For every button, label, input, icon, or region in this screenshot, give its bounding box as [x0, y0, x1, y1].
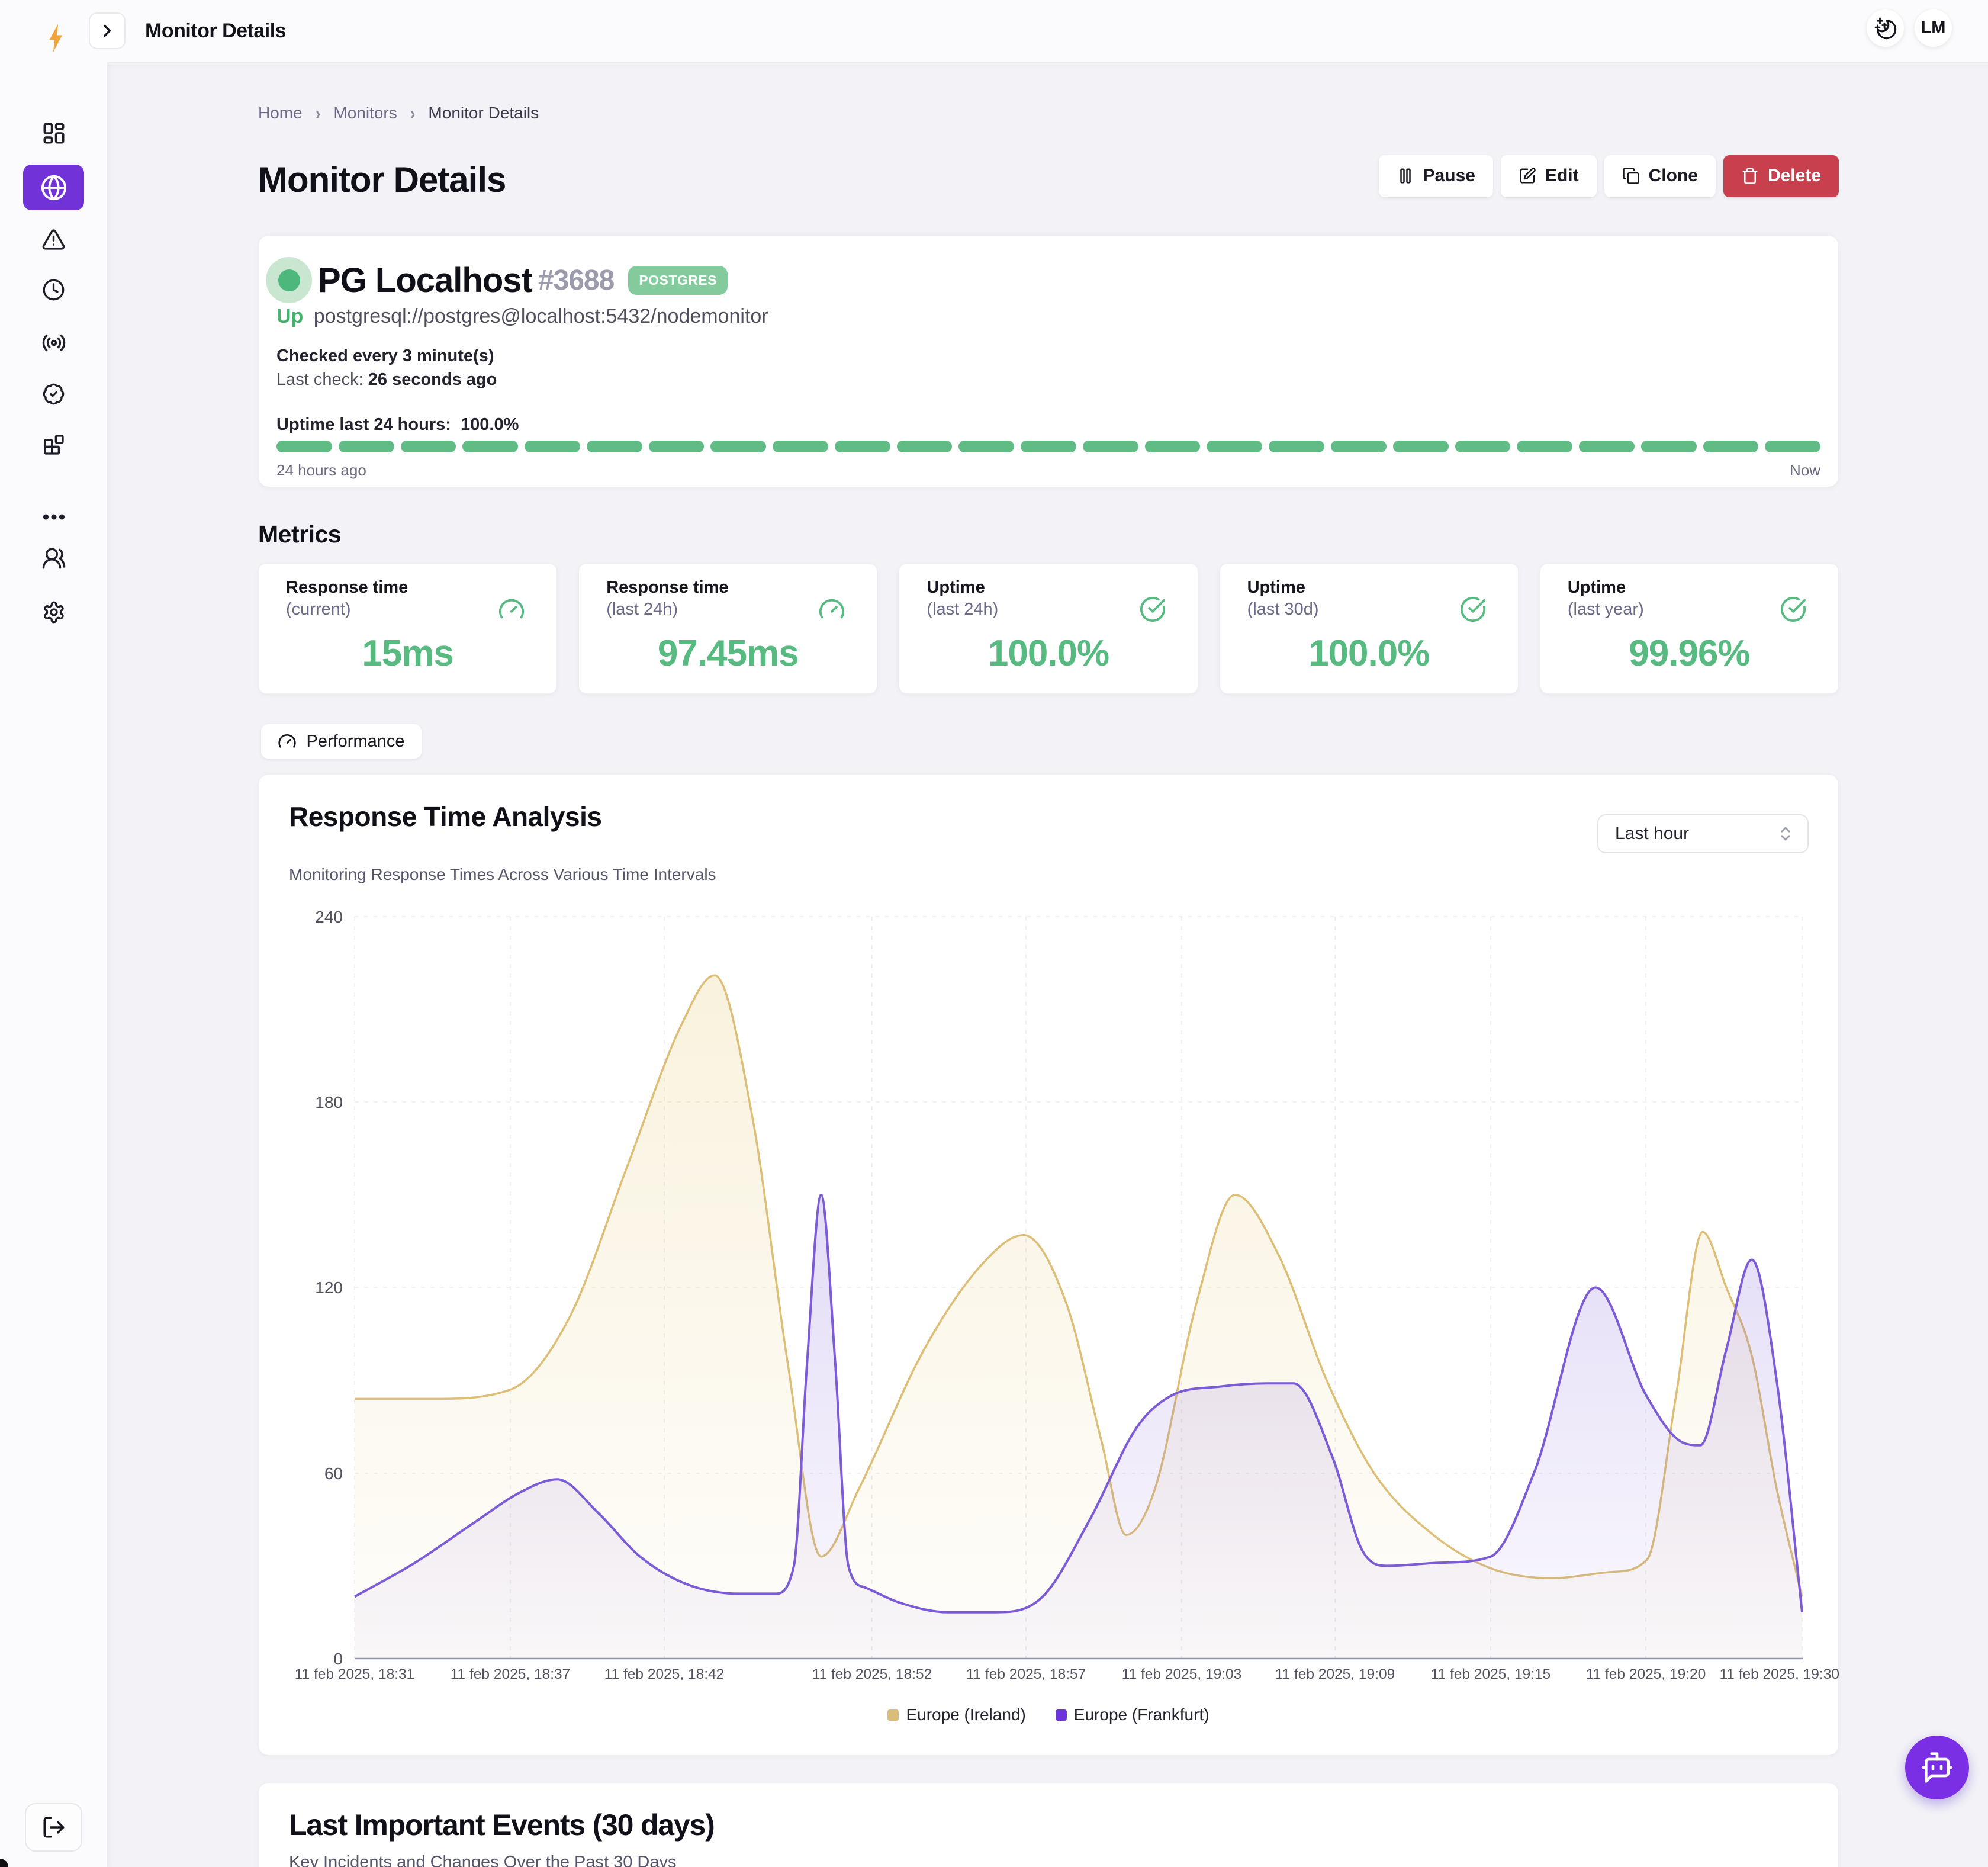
svg-text:11 feb 2025, 18:37: 11 feb 2025, 18:37 [451, 1666, 571, 1682]
svg-text:11 feb 2025, 18:52: 11 feb 2025, 18:52 [812, 1666, 932, 1682]
svg-text:120: 120 [315, 1278, 343, 1297]
svg-text:60: 60 [324, 1464, 343, 1483]
svg-text:11 feb 2025, 19:20: 11 feb 2025, 19:20 [1586, 1666, 1706, 1682]
svg-text:0: 0 [333, 1650, 343, 1668]
svg-text:11 feb 2025, 19:09: 11 feb 2025, 19:09 [1275, 1666, 1395, 1682]
svg-text:11 feb 2025, 18:42: 11 feb 2025, 18:42 [604, 1666, 725, 1682]
svg-text:11 feb 2025, 18:57: 11 feb 2025, 18:57 [966, 1666, 1086, 1682]
svg-text:180: 180 [315, 1093, 343, 1111]
svg-text:11 feb 2025, 18:31: 11 feb 2025, 18:31 [295, 1666, 415, 1682]
svg-text:240: 240 [315, 908, 343, 926]
svg-text:11 feb 2025, 19:30: 11 feb 2025, 19:30 [1719, 1666, 1839, 1682]
svg-text:11 feb 2025, 19:03: 11 feb 2025, 19:03 [1122, 1666, 1242, 1682]
svg-text:11 feb 2025, 19:15: 11 feb 2025, 19:15 [1431, 1666, 1551, 1682]
